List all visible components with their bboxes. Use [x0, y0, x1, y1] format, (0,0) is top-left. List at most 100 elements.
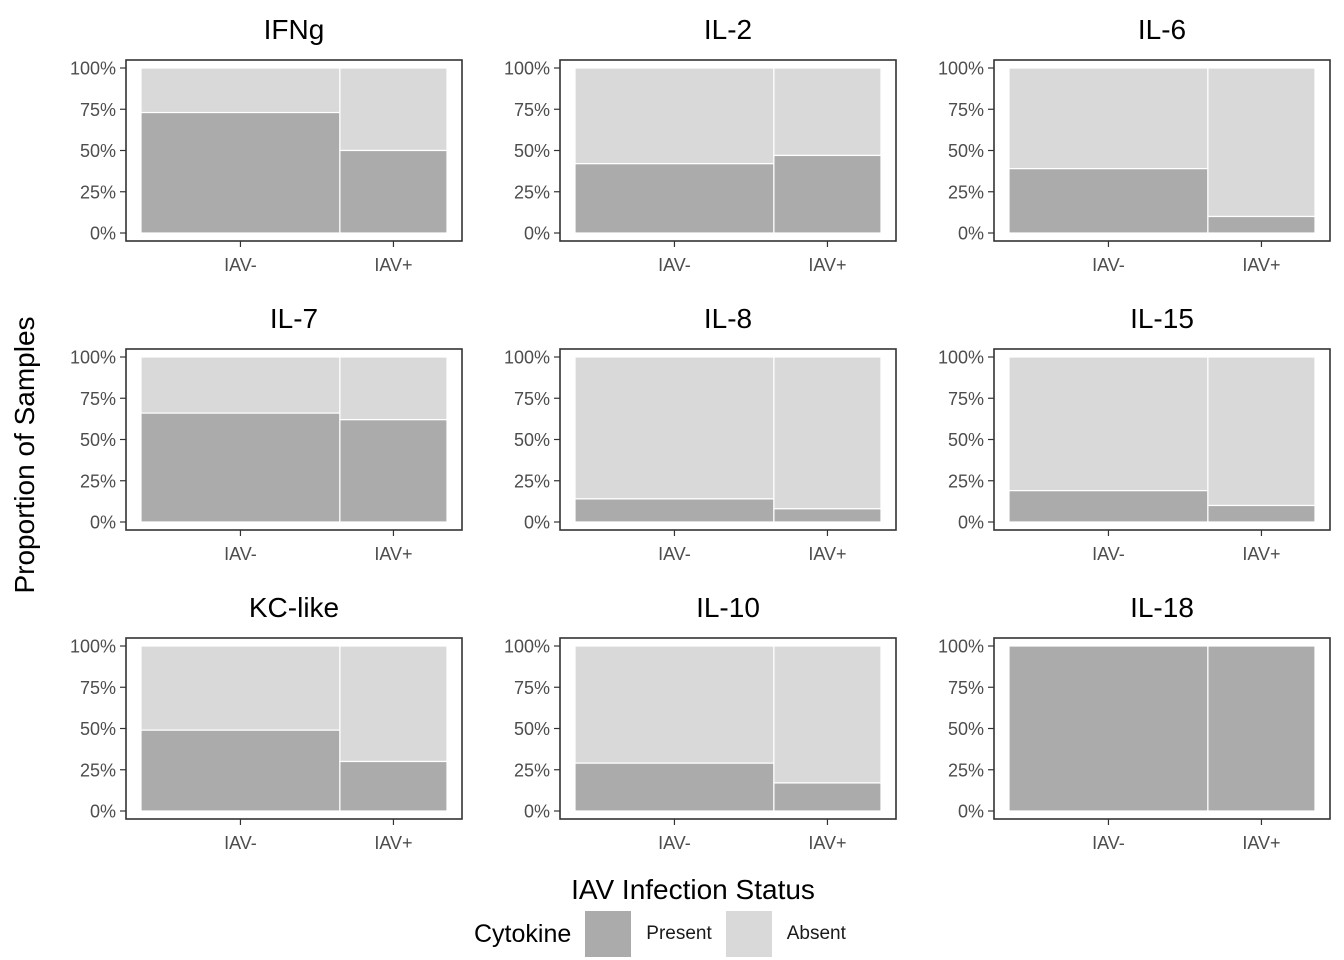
- x-tick-label-il-7-1: IAV+: [374, 544, 412, 564]
- legend-label-absent: Absent: [786, 923, 846, 944]
- x-tick-label-il-8-0: IAV-: [658, 544, 691, 564]
- y-tick-label-ifng-1: 25%: [80, 182, 116, 202]
- y-tick-label-il-10-2: 50%: [514, 719, 550, 739]
- y-tick-label-il-10-3: 75%: [514, 678, 550, 698]
- y-tick-label-il-15-4: 100%: [938, 348, 984, 368]
- y-tick-label-il-18-1: 25%: [948, 760, 984, 780]
- y-tick-label-il-6-2: 50%: [948, 141, 984, 161]
- bar-present-il-2-iav-pos: [773, 154, 882, 234]
- x-tick-label-il-18-0: IAV-: [1092, 833, 1125, 853]
- bar-present-il-6-iav-neg: [1008, 168, 1209, 234]
- x-axis-title: IAV Infection Status: [571, 874, 815, 905]
- panel-title-il-2: IL-2: [704, 14, 752, 45]
- x-tick-label-il-2-1: IAV+: [808, 255, 846, 275]
- y-tick-label-il-2-1: 25%: [514, 182, 550, 202]
- bar-present-ifng-iav-neg: [140, 111, 341, 234]
- bar-absent-il-7-iav-neg: [140, 356, 341, 414]
- y-tick-label-il-10-1: 25%: [514, 760, 550, 780]
- y-tick-label-il-7-2: 50%: [80, 430, 116, 450]
- panel-title-il-15: IL-15: [1130, 303, 1194, 334]
- y-tick-label-il-10-4: 100%: [504, 637, 550, 657]
- y-tick-label-il-8-0: 0%: [524, 513, 550, 533]
- y-tick-label-il-15-1: 25%: [948, 471, 984, 491]
- y-tick-label-il-7-4: 100%: [70, 348, 116, 368]
- bar-absent-il-15-iav-neg: [1008, 356, 1209, 492]
- panel-title-kc-like: KC-like: [249, 592, 339, 623]
- bar-absent-il-10-iav-neg: [574, 645, 775, 764]
- legend-key-absent: [725, 911, 772, 957]
- bar-present-il-7-iav-pos: [339, 419, 448, 523]
- bar-absent-il-6-iav-neg: [1008, 67, 1209, 170]
- legend-label-present: Present: [646, 923, 712, 944]
- y-tick-label-il-2-3: 75%: [514, 100, 550, 120]
- y-tick-label-il-18-3: 75%: [948, 678, 984, 698]
- legend: Cytokine Present Absent: [474, 911, 860, 957]
- bar-absent-kc-like-iav-neg: [140, 645, 341, 731]
- y-tick-label-il-18-2: 50%: [948, 719, 984, 739]
- x-tick-label-il-15-1: IAV+: [1242, 544, 1280, 564]
- bar-present-il-18-iav-neg: [1008, 645, 1209, 812]
- y-tick-label-il-8-3: 75%: [514, 389, 550, 409]
- x-tick-label-il-10-0: IAV-: [658, 833, 691, 853]
- y-tick-label-il-6-4: 100%: [938, 59, 984, 79]
- bar-present-kc-like-iav-pos: [339, 760, 448, 812]
- y-tick-label-ifng-0: 0%: [90, 224, 116, 244]
- panel-title-il-18: IL-18: [1130, 592, 1194, 623]
- y-tick-label-kc-like-4: 100%: [70, 637, 116, 657]
- bar-absent-ifng-iav-pos: [339, 67, 448, 152]
- x-tick-label-il-6-1: IAV+: [1242, 255, 1280, 275]
- y-tick-label-il-6-3: 75%: [948, 100, 984, 120]
- y-tick-label-il-15-3: 75%: [948, 389, 984, 409]
- y-tick-label-il-10-0: 0%: [524, 802, 550, 822]
- bar-present-kc-like-iav-neg: [140, 729, 341, 812]
- y-tick-label-il-8-1: 25%: [514, 471, 550, 491]
- y-tick-label-il-7-0: 0%: [90, 513, 116, 533]
- y-tick-label-il-6-0: 0%: [958, 224, 984, 244]
- bar-present-il-15-iav-neg: [1008, 490, 1209, 523]
- bar-present-il-8-iav-pos: [773, 508, 882, 523]
- bar-present-il-10-iav-neg: [574, 762, 775, 812]
- y-tick-label-il-2-2: 50%: [514, 141, 550, 161]
- y-tick-label-il-2-4: 100%: [504, 59, 550, 79]
- x-tick-label-ifng-1: IAV+: [374, 255, 412, 275]
- y-tick-label-il-7-3: 75%: [80, 389, 116, 409]
- bar-absent-il-8-iav-neg: [574, 356, 775, 500]
- bar-absent-kc-like-iav-pos: [339, 645, 448, 763]
- bar-absent-ifng-iav-neg: [140, 67, 341, 114]
- panel-title-ifng: IFNg: [264, 14, 325, 45]
- y-tick-label-il-6-1: 25%: [948, 182, 984, 202]
- y-tick-label-ifng-3: 75%: [80, 100, 116, 120]
- panel-title-il-6: IL-6: [1138, 14, 1186, 45]
- bar-present-il-10-iav-pos: [773, 782, 882, 812]
- legend-key-present: [585, 911, 632, 957]
- y-tick-label-il-8-2: 50%: [514, 430, 550, 450]
- y-tick-label-il-8-4: 100%: [504, 348, 550, 368]
- x-tick-label-kc-like-0: IAV-: [224, 833, 257, 853]
- panel-title-il-8: IL-8: [704, 303, 752, 334]
- y-tick-label-il-18-0: 0%: [958, 802, 984, 822]
- x-tick-label-il-15-0: IAV-: [1092, 544, 1125, 564]
- bar-absent-il-8-iav-pos: [773, 356, 882, 510]
- bar-absent-il-6-iav-pos: [1207, 67, 1316, 218]
- bar-present-il-2-iav-neg: [574, 163, 775, 234]
- y-tick-label-il-7-1: 25%: [80, 471, 116, 491]
- bar-absent-il-10-iav-pos: [773, 645, 882, 784]
- x-tick-label-il-18-1: IAV+: [1242, 833, 1280, 853]
- y-tick-label-kc-like-1: 25%: [80, 760, 116, 780]
- y-tick-label-il-18-4: 100%: [938, 637, 984, 657]
- bar-present-il-15-iav-pos: [1207, 504, 1316, 523]
- y-tick-label-il-15-0: 0%: [958, 513, 984, 533]
- y-tick-label-ifng-2: 50%: [80, 141, 116, 161]
- panel-title-il-7: IL-7: [270, 303, 318, 334]
- x-tick-label-il-10-1: IAV+: [808, 833, 846, 853]
- panel-title-il-10: IL-10: [696, 592, 760, 623]
- y-tick-label-kc-like-0: 0%: [90, 802, 116, 822]
- y-tick-label-il-15-2: 50%: [948, 430, 984, 450]
- bar-absent-il-15-iav-pos: [1207, 356, 1316, 507]
- bar-absent-il-7-iav-pos: [339, 356, 448, 421]
- x-tick-label-il-8-1: IAV+: [808, 544, 846, 564]
- bar-present-il-7-iav-neg: [140, 412, 341, 523]
- x-tick-label-kc-like-1: IAV+: [374, 833, 412, 853]
- legend-title: Cytokine: [474, 919, 572, 948]
- bar-present-il-8-iav-neg: [574, 498, 775, 523]
